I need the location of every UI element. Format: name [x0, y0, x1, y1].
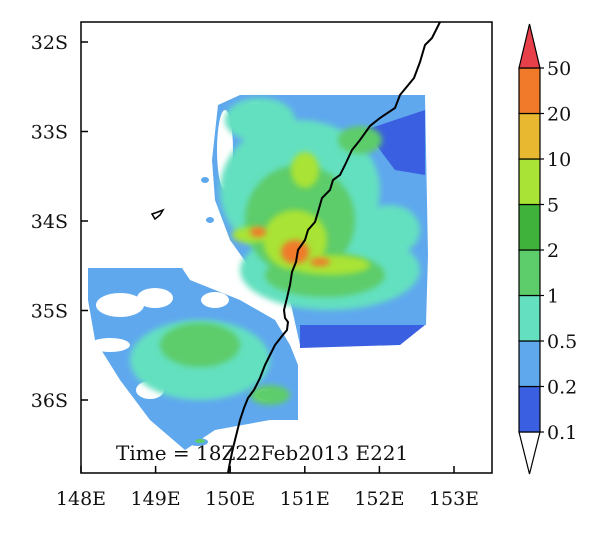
colorbar-label: 0.5	[547, 331, 577, 353]
plot-frame	[80, 21, 493, 474]
x-tick-label: 149E	[131, 488, 181, 510]
lake	[150, 208, 165, 221]
y-tick-label: 34S	[31, 211, 68, 233]
colorbar-max-triangle	[518, 23, 541, 69]
colorbar-label: 0.2	[547, 377, 577, 399]
x-tick-label: 151E	[280, 488, 330, 510]
colorbar-segment	[518, 294, 541, 342]
colorbar-segment	[518, 385, 541, 433]
colorbar-segment	[518, 67, 541, 115]
colorbar-label: 20	[547, 104, 571, 126]
precip-dark-blue-south	[300, 325, 425, 348]
x-axis: 148E 149E 150E 151E 152E 153E	[56, 466, 479, 510]
time-annotation: Time = 18Z22Feb2013 E221	[116, 441, 408, 465]
y-tick-label: 36S	[31, 390, 68, 412]
colorbar-label: 2	[547, 240, 559, 262]
x-tick-label: 153E	[429, 488, 479, 510]
colorbar-min-triangle	[518, 431, 541, 475]
colorbar-label: 0.1	[547, 422, 577, 444]
colorbar-segment	[518, 112, 541, 160]
precip-blob	[206, 217, 214, 223]
x-tick-label: 152E	[354, 488, 404, 510]
colorbar-label: 1	[547, 286, 559, 308]
colorbar-label: 5	[547, 195, 559, 217]
coastline	[227, 22, 441, 473]
precip-blob	[195, 439, 205, 443]
precip-blob	[201, 177, 209, 183]
y-tick-label: 32S	[31, 32, 68, 54]
y-tick-label: 35S	[31, 301, 68, 323]
precip-dark-blue-east	[365, 110, 425, 175]
colorbar-segment	[518, 158, 541, 206]
colorbar: 0.1 0.2 0.5 1 2 5 10 20 50	[518, 23, 577, 475]
y-axis: 32S 33S 34S 35S 36S	[31, 32, 88, 412]
colorbar-segment	[518, 203, 541, 251]
colorbar-segment	[518, 340, 541, 388]
colorbar-label: 50	[547, 58, 571, 80]
colorbar-segment	[518, 249, 541, 297]
x-tick-label: 148E	[56, 488, 106, 510]
colorbar-label: 10	[547, 149, 571, 171]
precip-field	[88, 95, 428, 450]
y-tick-label: 33S	[31, 122, 68, 144]
x-tick-label: 150E	[205, 488, 255, 510]
